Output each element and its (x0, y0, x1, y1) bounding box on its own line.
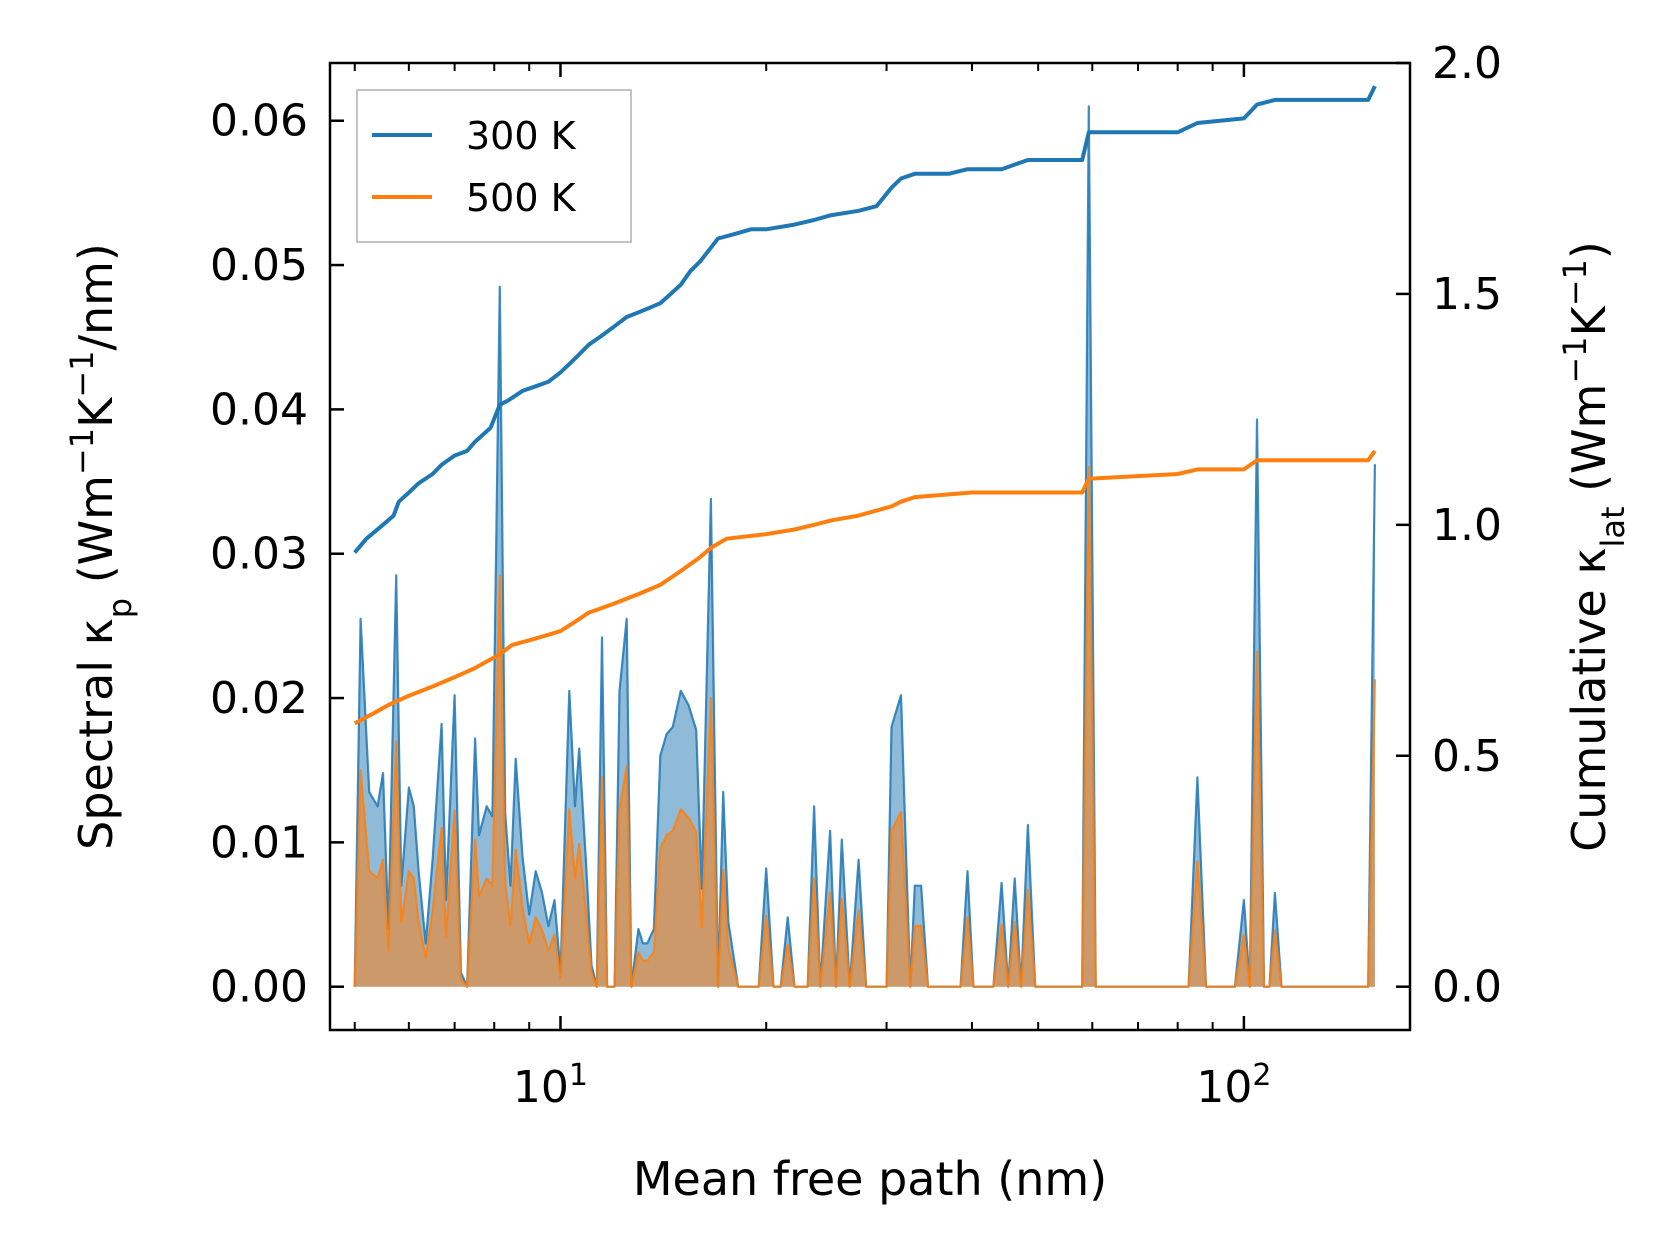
y-right-tick-label: 1.5 (1432, 269, 1502, 320)
spectral-fill-500k (354, 467, 1375, 987)
y-right-tick-label: 1.0 (1432, 500, 1502, 551)
cumulative-lines (353, 85, 1377, 726)
y-left-tick-label: 0.01 (210, 817, 308, 868)
spectral-fills (353, 105, 1376, 988)
y-axis-left-title: Spectral κp (Wm−1K−1/nm) (63, 243, 139, 850)
tick-marks (330, 61, 1410, 1030)
x-axis-title: Mean free path (nm) (633, 1152, 1107, 1206)
y-right-tick-label: 0.0 (1432, 962, 1502, 1013)
plot-frame (328, 61, 1412, 1032)
y-axis-right-title: Cumulative κlat (Wm−1K−1) (1556, 241, 1632, 852)
legend-box (356, 89, 632, 243)
spectral-line-500k (353, 466, 1376, 988)
tick-labels: 0.00 0.01 0.02 0.03 0.04 0.05 0.06 0.0 0.5 1.0 1.5… (210, 38, 1502, 1113)
y-right-tick-label: 2.0 (1432, 38, 1502, 89)
legend: 300 K 500 K (356, 89, 632, 243)
y-left-tick-label: 0.00 (210, 962, 308, 1013)
y-left-tick-label: 0.03 (210, 529, 308, 580)
y-right-tick-label: 0.5 (1432, 731, 1502, 782)
x-tick-label: 101 (513, 1058, 588, 1114)
y-left-tick-label: 0.04 (210, 384, 308, 435)
cumulative-line-500k (353, 449, 1377, 726)
y-left-tick-label: 0.05 (210, 240, 308, 291)
y-left-tick-label: 0.06 (210, 96, 308, 147)
cumulative-line-300k (353, 85, 1377, 554)
spectral-line-300k (353, 105, 1376, 988)
y-left-tick-label: 0.02 (210, 673, 308, 724)
x-tick-label: 102 (1196, 1058, 1271, 1114)
legend-label-500k: 500 K (466, 176, 577, 220)
legend-label-300k: 300 K (466, 114, 577, 158)
